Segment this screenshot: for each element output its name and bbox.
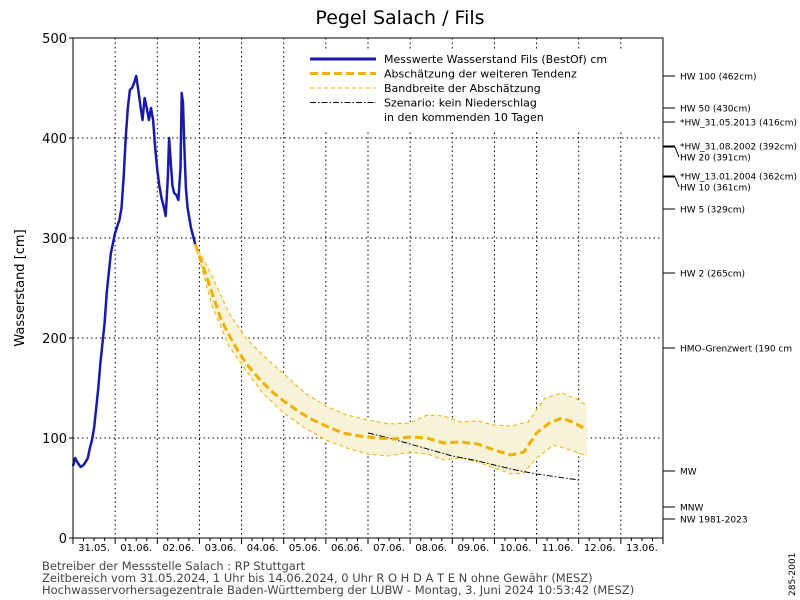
reference-label: *HW_31.08.2002 (392cm) xyxy=(680,143,797,153)
reference-label: HW 5 (329cm) xyxy=(680,206,745,216)
reference-connector xyxy=(674,146,680,158)
footer-time-range: Zeitbereich vom 31.05.2024, 1 Uhr bis 14… xyxy=(42,571,593,585)
x-tick-label: 06.06. xyxy=(331,543,363,554)
footer-operator: Betreiber der Messstelle Salach : RP Stu… xyxy=(42,559,306,573)
measured-line xyxy=(71,74,197,469)
band-upper-line xyxy=(194,243,588,427)
reference-label: MW xyxy=(680,468,697,478)
reference-label: *HW_13.01.2004 (362cm) xyxy=(680,173,797,183)
y-axis-ticks: 0 100 200 300 400 500 xyxy=(42,32,73,547)
x-tick-label: 31.05. xyxy=(78,543,110,554)
forecast-line xyxy=(193,243,588,457)
y-tick-label: 400 xyxy=(42,132,67,147)
y-tick-label: 0 xyxy=(59,532,67,547)
y-tick-label: 500 xyxy=(42,32,67,47)
legend-label: Szenario: kein Niederschlag xyxy=(384,97,537,110)
reference-label: HW 100 (462cm) xyxy=(680,73,756,83)
x-tick-label: 10.06. xyxy=(500,543,532,554)
x-tick-label: 03.06. xyxy=(205,543,237,554)
y-tick-label: 300 xyxy=(42,232,67,247)
reference-connector xyxy=(674,176,680,188)
band-area xyxy=(195,244,588,474)
reference-levels: HW 100 (462cm) HW 50 (430cm) *HW_31.05.201… xyxy=(663,73,797,526)
legend-label: Messwerte Wasserstand Fils (BestOf) cm xyxy=(384,53,607,66)
x-tick-label: 12.06. xyxy=(584,543,616,554)
reference-label: NW 1981-2023 xyxy=(680,516,748,526)
footer-code: 285-2001 xyxy=(788,553,798,596)
reference-label: HW 2 (265cm) xyxy=(680,270,745,280)
reference-label: HMO-Grenzwert (190 cm xyxy=(680,345,792,355)
reference-label: HW 50 (430cm) xyxy=(680,105,751,115)
x-tick-label: 08.06. xyxy=(415,543,447,554)
x-tick-label: 04.06. xyxy=(247,543,279,554)
x-tick-label: 02.06. xyxy=(162,543,194,554)
legend-background xyxy=(304,50,634,130)
legend-label: in den kommenden 10 Tagen xyxy=(384,111,544,124)
x-tick-label: 07.06. xyxy=(373,543,405,554)
footer-source: Hochwasservorhersagezentrale Baden-Württ… xyxy=(42,583,634,597)
y-axis-label: Wasserstand [cm] xyxy=(13,229,28,346)
x-tick-label: 11.06. xyxy=(542,543,574,554)
x-axis-ticks: 31.05. 01.06. 02.06. 03.06. 04.06. 05.06. 06.0… xyxy=(72,538,664,554)
y-tick-label: 200 xyxy=(42,332,67,347)
y-tick-label: 100 xyxy=(42,432,67,447)
x-tick-label: 13.06. xyxy=(626,543,658,554)
scenario-line xyxy=(367,432,579,481)
band-lower-line xyxy=(194,243,588,475)
reference-label: MNW xyxy=(680,504,703,514)
uncertainty-band-fill xyxy=(195,244,588,474)
reference-label: *HW_31.05.2013 (416cm) xyxy=(680,119,797,129)
legend: Messwerte Wasserstand Fils (BestOf) cm Ab… xyxy=(304,50,634,130)
legend-label: Bandbreite der Abschätzung xyxy=(384,82,541,95)
reference-label: HW 10 (361cm) xyxy=(680,184,751,194)
legend-label: Abschätzung der weiteren Tendenz xyxy=(384,68,577,81)
x-tick-label: 09.06. xyxy=(457,543,489,554)
x-tick-label: 01.06. xyxy=(120,543,152,554)
series-lines xyxy=(71,74,588,481)
reference-label: HW 20 (391cm) xyxy=(680,154,751,164)
chart-title: Pegel Salach / Fils xyxy=(315,7,484,29)
x-tick-label: 05.06. xyxy=(289,543,321,554)
